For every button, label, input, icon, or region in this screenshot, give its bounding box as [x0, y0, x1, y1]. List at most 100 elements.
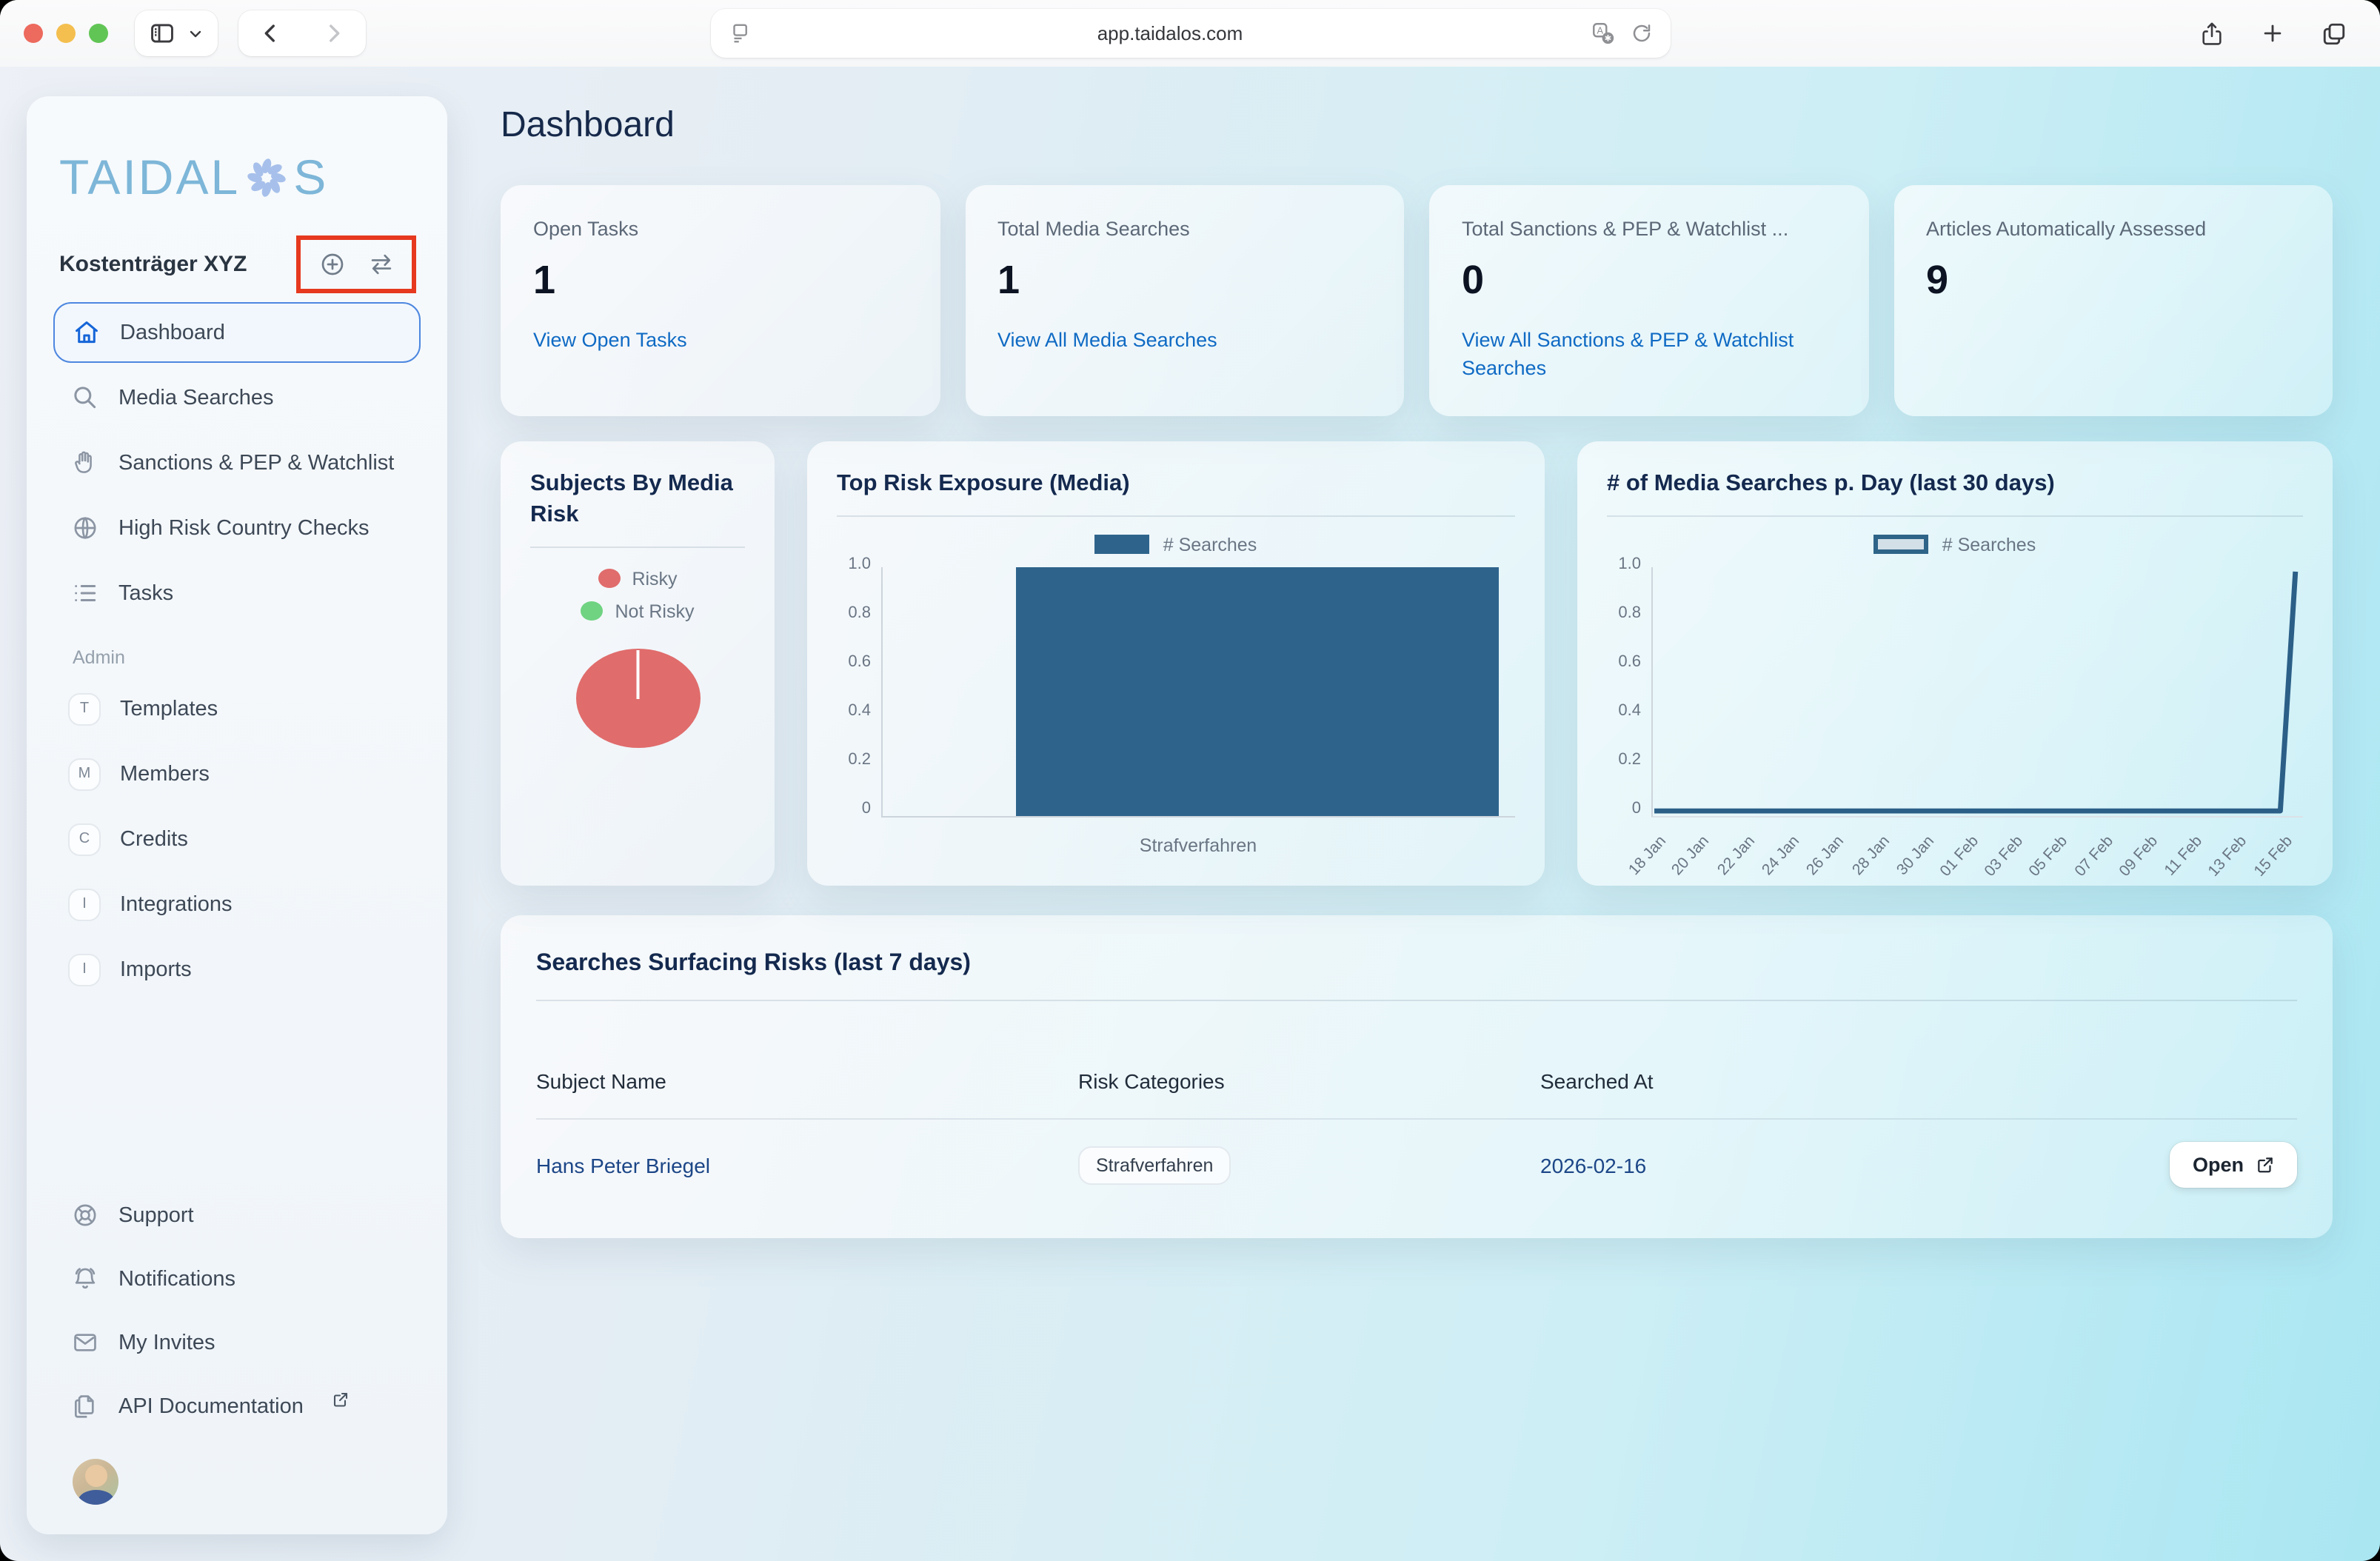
- reload-icon[interactable]: [1630, 22, 1652, 44]
- divider: [837, 515, 1515, 517]
- members-badge-icon: M: [68, 758, 101, 790]
- sidebar-footer: Support Notifications My Invites: [53, 1185, 421, 1511]
- x-tick: 11 Feb: [2161, 832, 2207, 880]
- bar-plot-area: [881, 566, 1515, 818]
- history-nav-group: [238, 10, 366, 56]
- back-button[interactable]: [258, 21, 283, 46]
- sidebar-item-members[interactable]: M Members: [53, 743, 421, 804]
- sidebar-toggle-group: [135, 10, 218, 56]
- divider: [1607, 515, 2303, 517]
- view-all-media-searches-link[interactable]: View All Media Searches: [997, 329, 1217, 351]
- y-axis-labels: 1.0 0.8 0.6 0.4 0.2 0: [837, 556, 881, 818]
- sidebar-item-support[interactable]: Support: [53, 1185, 421, 1246]
- legend-item-risky: Risky: [530, 569, 745, 589]
- sidebar: TAIDAL S Kostenträger XYZ: [27, 96, 447, 1534]
- sidebar-item-sanctions[interactable]: Sanctions & PEP & Watchlist: [53, 432, 421, 493]
- sidebar-item-credits[interactable]: C Credits: [53, 809, 421, 869]
- chevron-down-icon[interactable]: [187, 24, 204, 42]
- open-button[interactable]: Open: [2170, 1142, 2297, 1188]
- stat-card-total-sanctions: Total Sanctions & PEP & Watchlist ... 0 …: [1429, 185, 1868, 416]
- page-title: Dashboard: [501, 105, 675, 145]
- new-tab-icon[interactable]: [2260, 21, 2285, 46]
- translate-icon[interactable]: A ✱: [1590, 21, 1615, 46]
- stat-label: Open Tasks: [533, 218, 639, 240]
- hand-icon: [71, 449, 99, 477]
- stat-label: Total Sanctions & PEP & Watchlist ...: [1462, 218, 1789, 240]
- stat-card-open-tasks: Open Tasks 1 View Open Tasks: [501, 185, 940, 416]
- integrations-badge-icon: I: [68, 888, 101, 920]
- column-header-searched-at: Searched At: [1540, 1069, 1654, 1093]
- svg-text:✱: ✱: [1604, 35, 1611, 44]
- url-text: app.taidalos.com: [1097, 22, 1243, 44]
- table-title: Searches Surfacing Risks (last 7 days): [536, 951, 971, 976]
- x-axis-labels: 18 Jan 20 Jan 22 Jan 24 Jan 26 Jan 28 Ja…: [1625, 818, 2303, 889]
- close-window-button[interactable]: [24, 24, 43, 43]
- legend-label: # Searches: [1942, 534, 2036, 555]
- sidebar-item-templates[interactable]: T Templates: [53, 678, 421, 739]
- bell-icon: [71, 1265, 99, 1293]
- x-tick: 26 Jan: [1803, 832, 1848, 879]
- user-avatar[interactable]: [73, 1459, 118, 1505]
- sidebar-item-label: Support: [118, 1203, 194, 1227]
- sidebar-item-label: Notifications: [118, 1267, 235, 1291]
- sidebar-item-api-documentation[interactable]: API Documentation: [53, 1376, 421, 1437]
- x-tick: 01 Feb: [1936, 832, 1983, 880]
- stat-value: 0: [1462, 258, 1485, 302]
- taidalos-logo: TAIDAL S: [59, 150, 418, 206]
- stat-value: 1: [533, 258, 556, 302]
- reader-view-icon[interactable]: [728, 22, 750, 44]
- x-tick: 22 Jan: [1714, 832, 1759, 879]
- chart-title: Subjects By Media Risk: [530, 471, 733, 527]
- x-tick: 18 Jan: [1625, 832, 1670, 879]
- sidebar-item-my-invites[interactable]: My Invites: [53, 1312, 421, 1373]
- y-tick: 1.0: [1618, 555, 1641, 573]
- minimize-window-button[interactable]: [56, 24, 76, 43]
- pie-chart-card: Subjects By Media Risk Risky Not Risky: [501, 441, 775, 886]
- sidebar-item-integrations[interactable]: I Integrations: [53, 874, 421, 935]
- templates-badge-icon: T: [68, 692, 101, 725]
- y-tick: 0.6: [848, 652, 871, 671]
- sidebar-item-label: Integrations: [120, 892, 233, 916]
- forward-button[interactable]: [321, 21, 347, 46]
- sidebar-item-notifications[interactable]: Notifications: [53, 1249, 421, 1309]
- sidebar-item-tasks[interactable]: Tasks: [53, 563, 421, 624]
- sidebar-item-high-risk-country[interactable]: High Risk Country Checks: [53, 498, 421, 558]
- org-name: Kostenträger XYZ: [59, 252, 247, 277]
- stat-label: Total Media Searches: [997, 218, 1190, 240]
- sidebar-item-label: My Invites: [118, 1331, 215, 1354]
- switch-org-icon[interactable]: [366, 250, 397, 278]
- zoom-window-button[interactable]: [89, 24, 108, 43]
- add-org-icon[interactable]: [318, 250, 347, 278]
- not-risky-legend-dot: [581, 601, 604, 621]
- share-icon[interactable]: [2199, 20, 2224, 47]
- sidebar-item-imports[interactable]: I Imports: [53, 939, 421, 1000]
- sidebar-toggle-icon[interactable]: [148, 19, 176, 47]
- browser-toolbar: app.taidalos.com A ✱: [0, 0, 2380, 67]
- column-header-risk-categories: Risk Categories: [1078, 1069, 1225, 1093]
- divider: [530, 546, 745, 548]
- sidebar-item-label: API Documentation: [118, 1394, 304, 1418]
- line-plot: 1.0 0.8 0.6 0.4 0.2 0: [1607, 556, 2303, 818]
- sidebar-item-label: Tasks: [118, 581, 174, 605]
- subject-name-link[interactable]: Hans Peter Briegel: [536, 1153, 711, 1177]
- admin-section-label: Admin: [73, 647, 125, 668]
- sidebar-item-label: Dashboard: [120, 321, 225, 344]
- y-tick: 0.8: [1618, 604, 1641, 622]
- address-bar[interactable]: app.taidalos.com A ✱: [710, 9, 1670, 58]
- y-axis-labels: 1.0 0.8 0.6 0.4 0.2 0: [1607, 555, 1651, 818]
- search-icon: [71, 384, 99, 412]
- x-tick: 05 Feb: [2025, 832, 2072, 880]
- org-row: Kostenträger XYZ: [59, 235, 416, 293]
- tab-overview-icon[interactable]: [2321, 20, 2347, 47]
- globe-icon: [71, 514, 99, 542]
- view-all-sanctions-link[interactable]: View All Sanctions & PEP & Watchlist Sea…: [1462, 329, 1794, 379]
- sidebar-nav: Dashboard Media Searches Sanctions & PEP…: [53, 302, 421, 1000]
- sidebar-item-dashboard[interactable]: Dashboard: [53, 302, 421, 363]
- searches-legend-swatch: [1094, 535, 1150, 555]
- logo-text-prefix: TAIDAL: [59, 150, 241, 204]
- y-tick: 0: [1631, 799, 1641, 818]
- sidebar-item-media-searches[interactable]: Media Searches: [53, 367, 421, 428]
- view-open-tasks-link[interactable]: View Open Tasks: [533, 329, 687, 351]
- window-controls: [24, 24, 108, 43]
- risk-category-tag: Strafverfahren: [1078, 1146, 1231, 1184]
